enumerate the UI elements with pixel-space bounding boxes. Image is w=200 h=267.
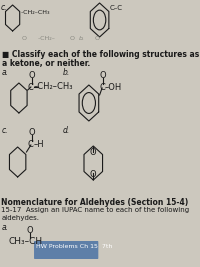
Text: HW Problems Ch 15  7th: HW Problems Ch 15 7th <box>36 244 112 249</box>
Text: b.: b. <box>63 68 70 77</box>
Text: O: O <box>95 36 100 41</box>
Text: a.: a. <box>2 68 9 77</box>
Text: c.: c. <box>2 126 9 135</box>
Text: b.: b. <box>79 36 85 41</box>
FancyBboxPatch shape <box>34 241 98 259</box>
Text: –CH₂–CH₃: –CH₂–CH₃ <box>21 10 50 15</box>
Text: a.: a. <box>2 223 9 232</box>
Text: O: O <box>27 226 34 235</box>
Text: C–C: C–C <box>110 5 123 11</box>
Text: –OH: –OH <box>105 83 122 92</box>
Text: C: C <box>28 83 34 92</box>
Text: CH₃–CH: CH₃–CH <box>9 237 43 246</box>
Text: –CH₂–: –CH₂– <box>38 36 56 41</box>
Text: C: C <box>99 83 105 92</box>
Text: O: O <box>99 71 106 80</box>
Text: ■ Classify each of the following structures as an ald: ■ Classify each of the following structu… <box>2 50 200 59</box>
Text: –CH₂–CH₃: –CH₂–CH₃ <box>34 82 74 91</box>
Text: c.: c. <box>1 3 7 12</box>
Text: O: O <box>28 71 35 80</box>
Text: O: O <box>22 36 27 41</box>
Text: d.: d. <box>63 126 70 135</box>
Text: O: O <box>69 36 74 41</box>
Text: C: C <box>28 140 34 149</box>
Text: O: O <box>90 148 97 157</box>
Text: O: O <box>90 170 97 179</box>
Text: Nomenclature for Aldehydes (Section 15-4): Nomenclature for Aldehydes (Section 15-4… <box>1 198 189 207</box>
Text: 15-17  Assign an IUPAC name to each of the following: 15-17 Assign an IUPAC name to each of th… <box>1 207 189 213</box>
Text: –H: –H <box>34 140 45 149</box>
Text: a ketone, or neither.: a ketone, or neither. <box>2 59 90 68</box>
Text: O: O <box>28 128 35 137</box>
Text: aldehydes.: aldehydes. <box>1 215 39 221</box>
